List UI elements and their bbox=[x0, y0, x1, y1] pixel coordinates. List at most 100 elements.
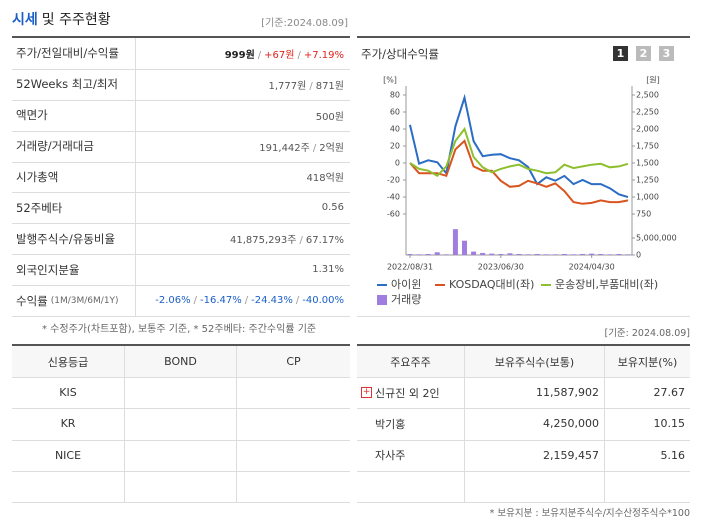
tab[interactable]: 2 bbox=[636, 46, 651, 61]
holders-table: 주요주주 보유주식수(보통) 보유지분(%) + 신규진 외 2인 11,587,902 2… bbox=[357, 344, 690, 503]
header-title: 시세 및 주주현황 bbox=[12, 9, 111, 29]
header-cell: BOND bbox=[125, 346, 237, 378]
volume-bar bbox=[489, 253, 495, 255]
date: [기준:2024.08.09] bbox=[261, 18, 348, 29]
header-cell: 주요주주 bbox=[357, 346, 465, 378]
volume-bar bbox=[625, 254, 631, 255]
row: 자사주 2,159,457 5.16 bbox=[357, 439, 690, 472]
summary-table: 주가/전일대비/수익률 999원 / +67원 / +7.19% 52Weeks 최고/최저… bbox=[12, 36, 350, 317]
row-value: 0.56 bbox=[136, 202, 350, 213]
volume-bar bbox=[516, 253, 522, 255]
cell-text: KR bbox=[60, 417, 76, 431]
tab[interactable]: 1 bbox=[613, 46, 628, 61]
tab[interactable]: 3 bbox=[659, 46, 674, 61]
subtitle: 및 주주현황 bbox=[41, 12, 111, 28]
value: 1.31% bbox=[312, 264, 344, 276]
credit-table: 신용등급 BOND CP KIS KR NICE bbox=[12, 344, 350, 503]
footnote: * 수정주가(차트포함), 보통주 기준, * 52주베타: 주간수익률 기준 bbox=[42, 324, 317, 335]
row-label: 주가/전일대비/수익률 bbox=[12, 38, 136, 69]
label: 주가/전일대비/수익률 bbox=[16, 46, 119, 61]
date: [기준: 2024.08.09] bbox=[604, 328, 690, 339]
x-tick-label: 2024/04/30 bbox=[569, 263, 615, 272]
cell: KIS bbox=[12, 377, 125, 409]
volume-bar bbox=[607, 254, 613, 255]
label: 52주베타 bbox=[16, 200, 63, 215]
volume-bar bbox=[525, 254, 531, 255]
row: 발행주식수/유동비율 41,875,293주/67.17% bbox=[12, 223, 350, 256]
row-label: 액면가 bbox=[12, 99, 136, 131]
cell: + 신규진 외 2인 bbox=[357, 377, 465, 409]
expand-icon[interactable]: + bbox=[361, 387, 372, 399]
value: / bbox=[295, 295, 300, 307]
line bbox=[409, 126, 629, 178]
cell-text: KIS bbox=[59, 386, 77, 400]
tick-label: 5,000,000 bbox=[636, 234, 677, 243]
tick-label: 80 bbox=[390, 91, 400, 100]
chart: [%] [원] 80 60 40 20 0 -20 -40 -60 2,500 2,250 2,000 1… bbox=[377, 76, 677, 306]
row-label: 52주베타 bbox=[12, 192, 136, 224]
cell bbox=[237, 440, 350, 471]
volume-bar bbox=[534, 253, 540, 255]
row: 외국인지분율 1.31% bbox=[12, 254, 350, 287]
value: 500원 bbox=[315, 111, 344, 123]
header-cell: CP bbox=[286, 355, 301, 369]
volume-bar bbox=[561, 253, 567, 255]
x-tick-label: 2023/06/30 bbox=[478, 263, 524, 272]
value: +67원 bbox=[264, 49, 295, 61]
value: 41,875,293주 bbox=[230, 235, 297, 247]
volume-bar bbox=[498, 253, 504, 255]
row: 주가/전일대비/수익률 999원 / +67원 / +7.19% bbox=[12, 38, 350, 70]
tick-label: 1,250 bbox=[636, 176, 659, 185]
label: 시가총액 bbox=[16, 169, 59, 184]
row: KR bbox=[12, 408, 350, 441]
value: -40.00% bbox=[302, 295, 344, 307]
cell-text: 자사주 bbox=[375, 449, 406, 463]
row: 수익률 (1M/3M/6M/1Y) -2.06% / -16.47% / -24.43% / -… bbox=[12, 285, 350, 317]
row-label: 시가총액 bbox=[12, 161, 136, 193]
header-cell: 보유지분(%) bbox=[617, 355, 678, 369]
cell-text: 박기홍 bbox=[375, 417, 406, 431]
value: +7.19% bbox=[303, 49, 344, 61]
tick-label: 750 bbox=[636, 210, 651, 219]
volume-bar bbox=[552, 254, 558, 255]
row: + 신규진 외 2인 11,587,902 27.67 bbox=[357, 377, 690, 410]
cell-text: 신규진 외 2인 bbox=[375, 386, 440, 400]
label: 외국인지분율 bbox=[16, 262, 80, 277]
row: 액면가 500원 bbox=[12, 99, 350, 132]
row-label: 수익률 (1M/3M/6M/1Y) bbox=[12, 285, 136, 316]
cell: NICE bbox=[12, 439, 125, 471]
value: / bbox=[299, 235, 303, 247]
cell: 5.16 bbox=[605, 440, 690, 471]
volume-bar bbox=[480, 252, 486, 255]
label: 수익률 bbox=[16, 293, 48, 308]
tick-label: 0 bbox=[395, 159, 400, 168]
row: 52주베타 0.56 bbox=[12, 192, 350, 225]
tick-label: 1,000 bbox=[636, 193, 659, 202]
value: / bbox=[257, 49, 262, 61]
tick-label: 60 bbox=[390, 108, 400, 117]
tick-label: -40 bbox=[387, 193, 400, 202]
value: 418억원 bbox=[306, 173, 345, 185]
row-value: 500원 bbox=[136, 108, 350, 123]
chart-title: 주가/상대수익률 bbox=[361, 47, 439, 61]
cell: 박기홍 bbox=[357, 408, 465, 440]
row bbox=[12, 470, 350, 503]
tick-label: -20 bbox=[387, 176, 400, 185]
row-value: 999원 / +67원 / +7.19% bbox=[136, 46, 350, 61]
value: -24.43% bbox=[251, 295, 293, 307]
cell bbox=[605, 471, 690, 502]
cell: 4,250,000 bbox=[465, 408, 605, 440]
cell-text: NICE bbox=[54, 448, 82, 462]
header-cell: 보유주식수(보통) bbox=[465, 346, 605, 378]
cell-text: 2,159,457 bbox=[543, 448, 599, 462]
cell bbox=[357, 470, 465, 502]
cell bbox=[125, 470, 237, 502]
row-value: 191,442주/2억원 bbox=[136, 139, 350, 154]
line bbox=[409, 139, 629, 205]
volume-bar bbox=[416, 254, 422, 255]
header-cell: 신용등급 bbox=[12, 346, 125, 378]
tick-label: 2,000 bbox=[636, 125, 659, 134]
volume-bar bbox=[452, 229, 458, 255]
legend-label: KOSDAQ대비(좌) bbox=[449, 278, 534, 291]
label: 52Weeks 최고/최저 bbox=[16, 77, 118, 92]
